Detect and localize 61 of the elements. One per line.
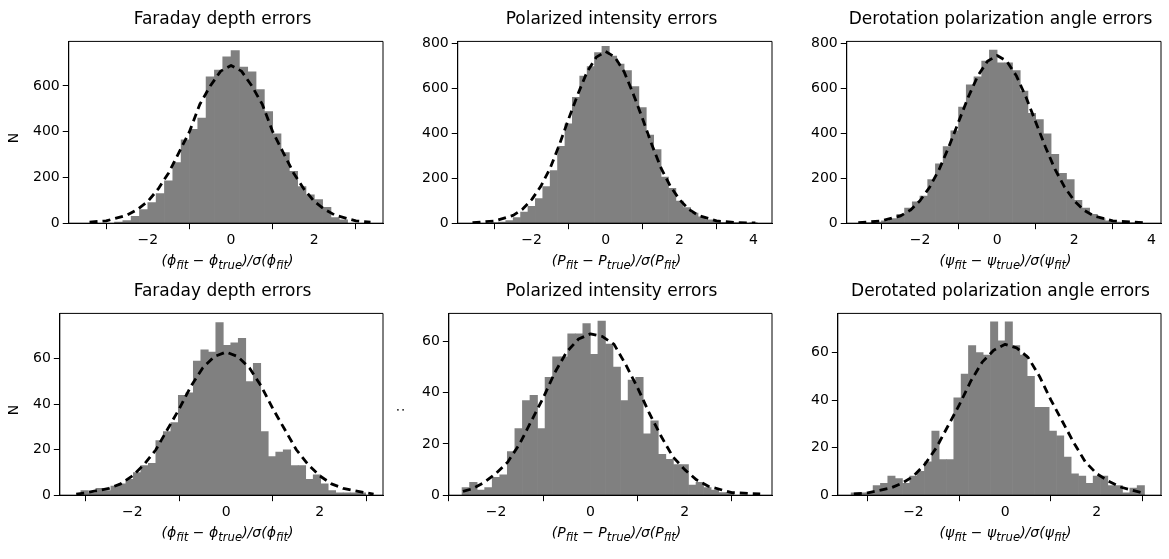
y-tick-label: 20 <box>421 434 440 451</box>
y-tick-label: 60 <box>810 343 829 360</box>
x-axis-title: (ϕ$_{fit}$ − ϕ$_{true}$)/σ(ϕ$_{fit}$) <box>160 524 295 546</box>
x-tick-label: 2 <box>315 503 325 520</box>
x-tick-label: 2 <box>1092 503 1102 520</box>
y-tick-label: 800 <box>421 34 449 51</box>
y-tick-label: 200 <box>810 168 838 185</box>
x-tick-label: −2 <box>903 503 924 520</box>
y-axis-title: : <box>391 407 408 413</box>
y-tick-label: 0 <box>430 485 440 502</box>
x-tick-label: 2 <box>680 503 690 520</box>
y-tick-label: 20 <box>810 438 829 455</box>
chart-title: Faraday depth errors <box>132 280 313 302</box>
x-axis-title: (ψ$_{fit}$ − ψ$_{true}$)/σ(ψ$_{fit}$) <box>938 252 1073 274</box>
y-tick-label: 800 <box>810 33 838 50</box>
y-tick-label: 400 <box>421 124 449 141</box>
y-axis-title: N <box>5 404 22 416</box>
y-tick-label: 60 <box>421 332 440 349</box>
x-tick-label: 4 <box>1146 231 1156 248</box>
x-tick-label: 2 <box>675 231 685 248</box>
x-tick-label: 0 <box>1000 503 1010 520</box>
y-tick-label: 600 <box>32 76 60 93</box>
x-tick-label: −2 <box>122 503 143 520</box>
x-axis-title: (P$_{fit}$ − P$_{true}$)/σ(P$_{fit}$) <box>550 252 683 274</box>
x-tick-label: 4 <box>749 231 759 248</box>
y-axis-title: N <box>5 132 22 144</box>
x-tick-label: 0 <box>585 503 595 520</box>
x-tick-label: −2 <box>485 503 507 520</box>
y-tick-label: 0 <box>439 213 449 230</box>
x-tick-label: 2 <box>309 231 319 248</box>
y-tick-label: 40 <box>32 394 51 411</box>
chart-title: Derotation polarization angle errors <box>847 8 1154 30</box>
x-tick-label: 2 <box>1069 231 1079 248</box>
y-tick-label: 400 <box>810 123 838 140</box>
chart-title: Derotated polarization angle errors <box>850 280 1151 302</box>
y-tick-label: 200 <box>421 168 449 185</box>
y-tick-label: 0 <box>50 213 60 230</box>
y-tick-label: 400 <box>32 122 60 139</box>
y-tick-label: 0 <box>41 485 51 502</box>
y-tick-label: 40 <box>810 390 829 407</box>
x-tick-label: 0 <box>992 231 1002 248</box>
chart-title: Polarized intensity errors <box>504 280 719 302</box>
x-tick-label: 0 <box>601 231 611 248</box>
chart-title: Polarized intensity errors <box>504 8 719 30</box>
y-tick-label: 200 <box>32 168 60 185</box>
y-tick-label: 0 <box>819 485 829 502</box>
x-axis-title: (ψ$_{fit}$ − ψ$_{true}$)/σ(ψ$_{fit}$) <box>938 524 1073 546</box>
x-tick-label: −2 <box>909 231 931 248</box>
y-tick-label: 40 <box>421 383 440 400</box>
y-tick-label: 60 <box>32 349 51 366</box>
x-tick-label: −2 <box>137 231 159 248</box>
x-tick-label: −2 <box>521 231 542 248</box>
x-axis-title: (ϕ$_{fit}$ − ϕ$_{true}$)/σ(ϕ$_{fit}$) <box>160 252 295 274</box>
y-tick-label: 0 <box>828 213 838 230</box>
y-tick-label: 20 <box>32 440 51 457</box>
x-tick-label: 0 <box>221 503 231 520</box>
x-tick-label: 0 <box>226 231 236 248</box>
y-tick-label: 600 <box>810 78 838 95</box>
y-tick-label: 600 <box>421 79 449 96</box>
x-axis-title: (P$_{fit}$ − P$_{true}$)/σ(P$_{fit}$) <box>550 524 683 546</box>
chart-title: Faraday depth errors <box>132 8 313 30</box>
